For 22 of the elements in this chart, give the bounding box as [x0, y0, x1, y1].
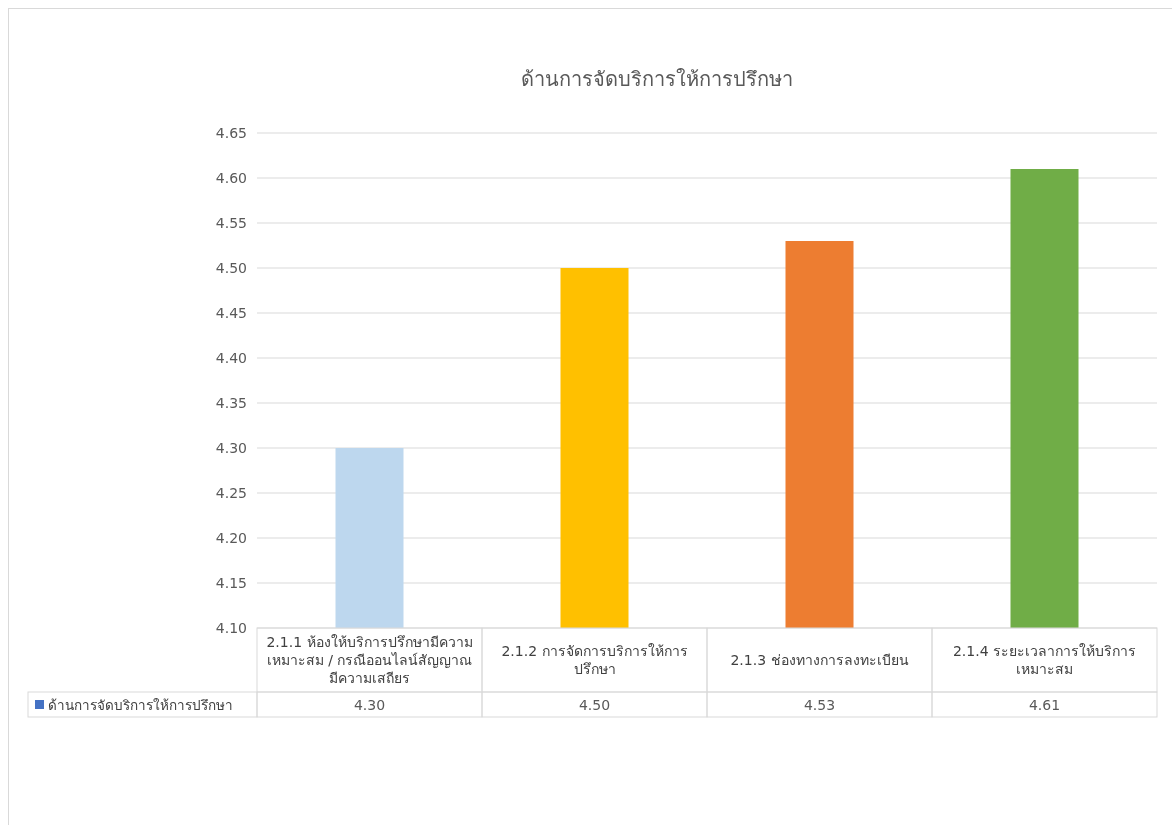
- y-tick-label: 4.60: [215, 169, 247, 186]
- y-tick-label: 4.50: [215, 259, 247, 276]
- y-tick-label: 4.25: [215, 484, 247, 501]
- x-tick-label: 2.1.3 ช่องทางการลงทะเบียน: [709, 628, 930, 692]
- y-tick-label: 4.20: [215, 529, 247, 546]
- y-tick-label: 4.65: [215, 124, 247, 141]
- x-tick-label: 2.1.4 ระยะเวลาการให้บริการเหมาะสม: [934, 628, 1155, 692]
- x-tick-label: 2.1.1 ห้องให้บริการปรึกษามีความเหมาะสม / กรณีออนไลน์สัญญาณมีความเสถียร: [259, 628, 480, 692]
- y-tick-label: 4.40: [215, 349, 247, 366]
- chart-title: ด้านการจัดบริการให้การปรึกษา: [521, 67, 793, 91]
- y-tick-label: 4.15: [215, 574, 247, 591]
- y-tick-label: 4.30: [215, 439, 247, 456]
- data-label: 4.61: [1028, 697, 1061, 713]
- y-tick-label: 4.35: [215, 394, 247, 411]
- y-tick-label: 4.10: [215, 619, 247, 636]
- y-tick-label: 4.55: [215, 214, 247, 231]
- text: ด้านการจัดบริการให้การปรึกษา: [48, 697, 233, 713]
- data-label: 4.50: [578, 697, 611, 713]
- data-label: 4.30: [353, 697, 386, 713]
- data-label: 4.53: [803, 697, 836, 713]
- x-tick-label: 2.1.2 การจัดการบริการให้การปรึกษา: [484, 628, 705, 692]
- y-tick-label: 4.45: [215, 304, 247, 321]
